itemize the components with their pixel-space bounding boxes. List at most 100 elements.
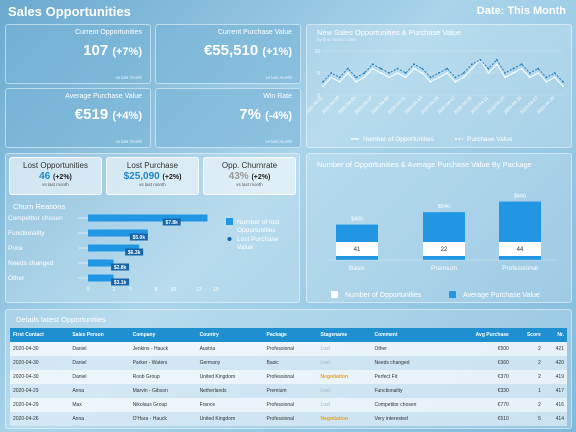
data-point [454, 76, 457, 79]
line-chart: 05102020-04-012020-04-032020-04-052020-0… [307, 49, 564, 143]
table-row[interactable]: 2020-04-29 Max Nikolaus Group France Profess… [10, 398, 567, 412]
data-point [462, 76, 465, 79]
table-cell: Germany [196, 356, 264, 370]
table-cell: €770 [448, 398, 512, 412]
package-chart-panel: Number of Opportunities & Average Purcha… [306, 153, 572, 303]
table-cell: Other [371, 342, 449, 356]
mini-kpi-sub: vs last month [42, 182, 69, 187]
column-header[interactable]: Avg Purchase [448, 328, 512, 342]
x-tick-label: 2020-04-29 [536, 95, 556, 115]
table-row[interactable]: 2020-04-30 Daniel Parker - Waters Germany Ba… [10, 356, 567, 370]
table-row[interactable]: 2020-04-30 Daniel Roob Group United Kingdom… [10, 370, 567, 384]
table-cell: Nikolaus Group [129, 398, 197, 412]
data-point [545, 76, 548, 79]
table-title: Details latest Opportunities [16, 315, 106, 324]
table-cell: Perfect Fit [371, 370, 449, 384]
bar-data-label: $540 [438, 204, 450, 210]
data-point [413, 67, 415, 70]
category-label: Competitor chosen [8, 215, 63, 222]
kpi-current-opportunities: Current Opportunities 107 (+7%) vs last … [5, 24, 151, 84]
data-point [404, 72, 407, 74]
table-header-row: First Contact Sales Person Company Country P… [10, 328, 567, 342]
table-cell: Daniel [69, 370, 130, 384]
kpi-sub: vs last month [115, 139, 142, 144]
table-cell: €330 [448, 384, 512, 398]
table-cell: 2020-04-30 [10, 356, 70, 370]
mini-kpi-value: 43% (+2%) [228, 171, 271, 182]
bar [88, 214, 208, 222]
package-chart-title: Number of Opportunities & Average Purcha… [317, 160, 532, 169]
data-point [437, 76, 440, 79]
data-point [471, 63, 473, 66]
data-point [545, 80, 548, 83]
data-point [330, 76, 333, 79]
bar-opportunities-box [499, 242, 541, 256]
table-cell: Daniel [69, 356, 130, 370]
column-header[interactable]: Score [511, 328, 544, 342]
data-point [462, 72, 465, 74]
table-cell: Austria [196, 342, 264, 356]
table-cell: Lost [317, 356, 372, 370]
table-cell: Marvin - Gibson [129, 384, 197, 398]
table-cell: Max [69, 398, 130, 412]
data-point [380, 72, 382, 74]
y-tick-label: 0 [317, 93, 320, 99]
kpi-value: €55,510 (+1%) [203, 42, 292, 59]
table-cell: 416 [543, 398, 567, 412]
table-row[interactable]: 2020-04-26 Anna O'Hara - Hauck United Kingd… [10, 412, 567, 426]
table-cell: United Kingdom [196, 370, 264, 384]
line-chart-title: New Sales Opportunities & Purchase Value [317, 28, 462, 37]
table-cell: Lost [317, 398, 372, 412]
table-cell: Lost [317, 342, 372, 356]
opportunities-table: First Contact Sales Person Company Country P… [10, 328, 567, 426]
data-point [537, 67, 540, 70]
table-row[interactable]: 2020-04-29 Anna Marvin - Gibson Netherlands… [10, 384, 567, 398]
mini-kpi-label: Lost Purchase [126, 161, 179, 170]
table-cell: 5 [511, 412, 544, 426]
table-row[interactable]: 2020-04-30 Daniel Jenkins - Hauck Austria Pr… [10, 342, 567, 356]
column-header[interactable]: Package [263, 328, 318, 342]
column-header[interactable]: First Contact [10, 328, 70, 342]
table-cell: Needs changed [371, 356, 449, 370]
x-tick-label: 3 [112, 287, 115, 293]
table-cell: 421 [543, 342, 567, 356]
data-point [396, 72, 399, 74]
legend-swatch-avg [449, 291, 456, 298]
category-label: Functionality [8, 230, 45, 237]
legend-label: Lost Purchase [237, 236, 279, 243]
column-header[interactable]: Nr. [543, 328, 567, 342]
column-header[interactable]: Company [129, 328, 197, 342]
category-label: Price [8, 245, 23, 252]
column-header[interactable]: Country [196, 328, 264, 342]
table-cell: Professional [263, 342, 318, 356]
table-cell: Professional [263, 370, 318, 384]
data-point [388, 72, 391, 74]
kpi-current-purchase-value: Current Purchase Value €55,510 (+1%) vs … [155, 24, 301, 84]
data-point [338, 80, 341, 83]
bar-data-label: $3.1k [114, 280, 127, 286]
bar-opportunities-box [336, 242, 378, 256]
kpi-average-purchase-value: Average Purchase Value €519 (+4%) vs las… [5, 88, 151, 148]
category-label: Professional [502, 265, 538, 272]
legend-label: Value [237, 244, 254, 251]
bar-data-label: $2.8k [114, 265, 127, 271]
x-tick-label: 13 [196, 287, 202, 293]
line-chart-subtitle: by first contact date [317, 37, 357, 42]
kpi-value: €519 (+4%) [74, 106, 142, 123]
table-cell: Daniel [69, 342, 130, 356]
data-point [355, 76, 358, 79]
date-filter[interactable]: Date: This Month [476, 5, 566, 17]
category-label: Needs changed [8, 260, 54, 267]
column-header[interactable]: Stagename [317, 328, 372, 342]
data-point [512, 67, 515, 70]
data-point [396, 67, 399, 70]
table-cell: €510 [448, 412, 512, 426]
purchase-marker [111, 263, 130, 271]
data-point [371, 67, 374, 70]
data-point [446, 67, 449, 70]
kpi-label: Average Purchase Value [65, 93, 142, 100]
column-header[interactable]: Sales Person [69, 328, 130, 342]
table-cell: 419 [543, 370, 567, 384]
column-header[interactable]: Comment [371, 328, 449, 342]
table-cell: 2 [511, 342, 544, 356]
